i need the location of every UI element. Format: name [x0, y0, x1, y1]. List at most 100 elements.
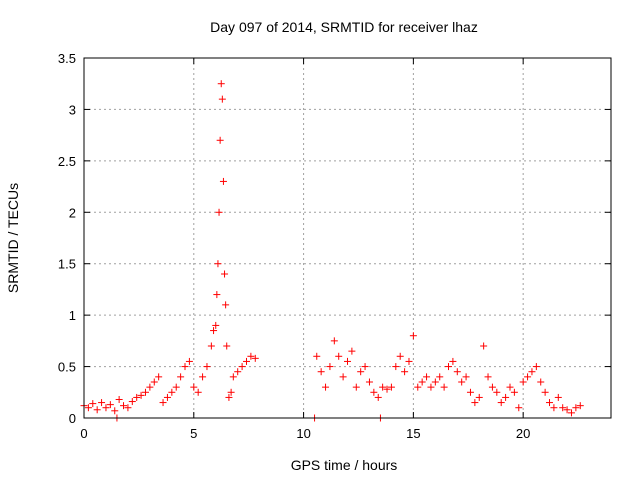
data-point: [326, 363, 334, 371]
data-point: [210, 327, 218, 335]
x-tick-label: 0: [80, 426, 87, 441]
data-point: [409, 332, 417, 340]
data-point: [515, 404, 523, 412]
data-point: [497, 399, 505, 407]
data-point: [106, 401, 114, 409]
data-point: [559, 404, 567, 412]
data-point: [401, 368, 409, 376]
data-point: [550, 404, 558, 412]
data-point: [223, 342, 231, 350]
y-axis-label: SRMTID / TECUs: [5, 183, 21, 293]
data-point: [141, 388, 149, 396]
axis-ticks: 0 5 10 15 20 0 0.5 1 1.5 2 2.5 3 3.5: [58, 51, 611, 441]
data-point: [365, 378, 373, 386]
data-point: [133, 393, 141, 401]
data-point: [546, 399, 554, 407]
data-point: [168, 388, 176, 396]
data-point: [475, 393, 483, 401]
data-point: [207, 342, 215, 350]
data-point: [462, 373, 470, 381]
data-point: [387, 383, 395, 391]
data-point: [488, 383, 496, 391]
data-point: [218, 95, 226, 103]
data-point: [576, 402, 584, 410]
data-point: [480, 342, 488, 350]
data-point: [219, 177, 227, 185]
data-point: [554, 393, 562, 401]
data-point: [137, 391, 145, 399]
data-point: [423, 373, 431, 381]
data-point: [361, 363, 369, 371]
data-point: [348, 347, 356, 355]
data-point: [445, 363, 453, 371]
data-point: [89, 400, 97, 408]
data-point: [111, 407, 119, 415]
y-tick-label: 3: [69, 102, 76, 117]
data-point: [213, 291, 221, 299]
data-point: [466, 388, 474, 396]
data-point: [344, 357, 351, 365]
x-tick-label: 5: [190, 426, 197, 441]
data-point: [194, 388, 202, 396]
data-point: [519, 378, 527, 386]
data-point: [215, 208, 223, 216]
data-point: [217, 80, 225, 88]
data-point: [234, 368, 242, 376]
data-point: [199, 373, 207, 381]
data-point: [471, 399, 479, 407]
data-point: [216, 136, 224, 144]
data-point: [572, 404, 580, 412]
plot-frame: [83, 57, 612, 419]
grid-lines: [84, 58, 611, 418]
y-tick-label: 1: [69, 308, 76, 323]
data-point: [238, 363, 246, 371]
data-point: [128, 398, 136, 406]
data-point: [177, 373, 185, 381]
data-point: [449, 357, 457, 365]
data-point: [493, 388, 501, 396]
data-point: [524, 373, 532, 381]
data-point: [203, 363, 211, 371]
y-tick-label: 2: [69, 205, 76, 220]
data-point: [150, 378, 158, 386]
data-point: [440, 383, 448, 391]
data-point: [163, 393, 171, 401]
y-tick-label: 1.5: [58, 257, 76, 272]
data-point: [418, 378, 426, 386]
data-point: [102, 404, 110, 412]
data-point: [98, 399, 106, 407]
data-point: [563, 406, 571, 414]
data-point: [532, 363, 540, 371]
data-point: [431, 378, 439, 386]
y-tick-label: 0: [69, 411, 76, 426]
data-point: [227, 388, 235, 396]
data-point: [335, 352, 343, 360]
data-points: [80, 80, 584, 422]
data-point: [528, 368, 536, 376]
x-tick-label: 15: [406, 426, 420, 441]
data-point: [84, 404, 92, 412]
data-point: [214, 260, 222, 268]
data-point: [120, 402, 128, 410]
data-point: [172, 383, 180, 391]
data-point: [502, 393, 510, 401]
data-point: [115, 395, 123, 403]
data-point: [506, 383, 514, 391]
data-point: [146, 383, 154, 391]
data-point: [181, 363, 189, 371]
data-point: [414, 383, 422, 391]
data-point: [317, 368, 325, 376]
chart-title: Day 097 of 2014, SRMTID for receiver lha…: [210, 19, 478, 35]
data-point: [453, 368, 461, 376]
data-point: [251, 354, 259, 362]
y-tick-label: 3.5: [58, 51, 76, 66]
data-point: [484, 373, 492, 381]
x-axis-label: GPS time / hours: [291, 457, 398, 473]
data-point: [510, 388, 518, 396]
data-point: [93, 406, 101, 414]
data-point: [352, 383, 360, 391]
data-point: [242, 357, 250, 365]
data-point: [124, 404, 132, 412]
data-point: [185, 357, 193, 365]
